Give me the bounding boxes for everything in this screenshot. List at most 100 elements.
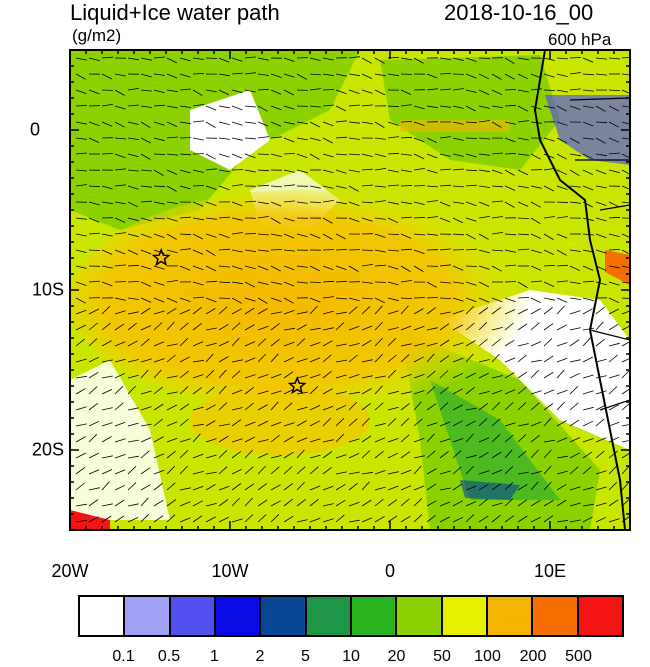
wind-barb — [361, 168, 374, 171]
wind-barb — [192, 322, 202, 331]
wind-barb — [543, 73, 555, 78]
wind-barb — [153, 185, 166, 188]
wind-barb — [517, 233, 530, 236]
wind-barb — [387, 121, 399, 126]
wind-barb — [75, 233, 87, 237]
wind-barb — [426, 468, 437, 475]
wind-barb — [166, 482, 176, 491]
wind-barb — [322, 89, 335, 91]
wind-barb — [530, 217, 541, 225]
wind-barb — [530, 390, 542, 395]
wind-barb — [335, 391, 347, 395]
wind-barb — [556, 357, 568, 363]
wind-barb — [452, 57, 464, 61]
wind-barb — [504, 153, 517, 155]
wind-barb — [231, 419, 242, 427]
wind-barb — [361, 325, 373, 331]
wind-barb — [179, 185, 191, 190]
wind-barb — [75, 249, 87, 253]
wind-barb — [491, 353, 500, 363]
wind-barb — [387, 327, 399, 331]
wind-barb — [621, 265, 630, 269]
wind-barb — [413, 121, 425, 126]
wind-barb — [101, 322, 111, 331]
wind-barb — [530, 402, 540, 411]
wind-barb — [140, 265, 152, 270]
colorbar-swatch — [351, 597, 398, 635]
wind-barb — [517, 281, 528, 288]
wind-barb — [309, 438, 321, 443]
wind-barb — [270, 466, 280, 475]
wind-barb — [608, 436, 620, 443]
wind-barb — [153, 297, 165, 303]
wind-barb — [478, 372, 489, 379]
wind-barb — [270, 281, 282, 285]
wind-barb — [283, 327, 295, 331]
wind-barb — [140, 121, 151, 129]
wind-barb — [166, 169, 178, 175]
wind-barb — [75, 73, 86, 80]
wind-barb — [478, 418, 488, 427]
wind-barb — [114, 454, 126, 459]
wind-barb — [114, 121, 125, 128]
wind-barb — [517, 423, 529, 427]
wind-barb — [231, 297, 242, 304]
wind-barb — [309, 342, 321, 347]
wind-barb — [608, 121, 619, 128]
wind-barb — [582, 153, 594, 160]
wind-barb — [348, 201, 360, 207]
wind-barb — [543, 57, 555, 61]
wind-barb — [439, 487, 451, 491]
wind-barb — [569, 249, 581, 252]
wind-barb — [491, 121, 502, 128]
wind-barb — [335, 297, 348, 300]
wind-barb — [374, 402, 384, 411]
wind-barb — [335, 185, 347, 189]
wind-barb — [556, 483, 567, 491]
wind-barb — [244, 121, 256, 124]
wind-barb — [582, 217, 594, 222]
wind-barb — [192, 359, 204, 363]
wind-barb — [348, 306, 358, 315]
wind-barb — [218, 105, 230, 109]
wind-barb — [504, 372, 515, 379]
wind-barb — [244, 200, 257, 203]
wind-barb — [569, 339, 580, 347]
wind-barb — [400, 136, 413, 139]
wind-barb — [114, 73, 126, 77]
wind-barb — [75, 436, 86, 443]
wind-barb — [491, 451, 502, 459]
wind-barb — [621, 357, 630, 363]
wind-barb — [569, 437, 581, 443]
wind-barb — [504, 249, 516, 253]
wind-barb — [608, 89, 621, 91]
wind-barb — [361, 499, 372, 507]
wind-barb — [335, 322, 345, 331]
wind-barb — [270, 353, 279, 363]
wind-barb — [218, 369, 227, 379]
wind-barb — [114, 310, 126, 315]
wind-barb — [192, 306, 202, 315]
wind-barb — [439, 297, 452, 299]
wind-barb — [608, 201, 620, 208]
wind-barb — [75, 265, 87, 269]
wind-barb — [517, 57, 529, 61]
wind-barb — [192, 387, 203, 395]
wind-barb — [439, 248, 451, 251]
colorbar-label: 2 — [255, 648, 265, 665]
wind-barb — [621, 325, 630, 331]
wind-barb — [231, 468, 243, 475]
colorbar-label: 50 — [433, 648, 451, 665]
wind-barb — [400, 354, 410, 363]
wind-barb — [257, 308, 268, 315]
wind-barb — [621, 105, 630, 108]
wind-barb — [361, 435, 372, 443]
wind-barb — [452, 233, 465, 236]
wind-barb — [608, 105, 619, 112]
wind-barb — [582, 265, 594, 271]
wind-barb — [556, 249, 567, 256]
wind-barb — [452, 88, 464, 91]
wind-barb — [231, 121, 243, 126]
wind-barb — [270, 338, 280, 347]
wind-barb — [439, 438, 451, 443]
